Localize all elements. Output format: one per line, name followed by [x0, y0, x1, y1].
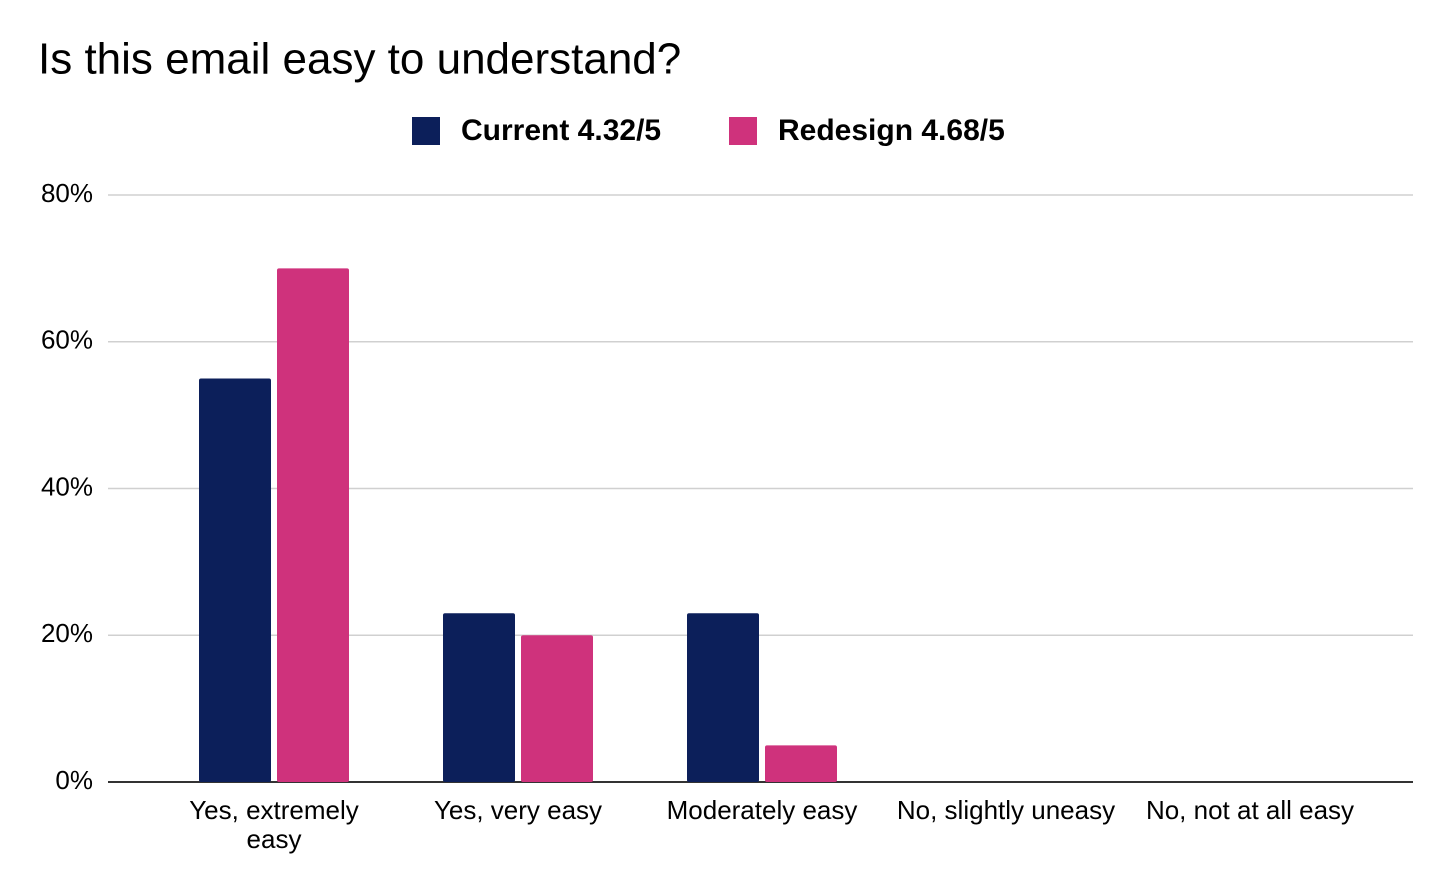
y-tick-label: 0%: [55, 765, 93, 795]
bar: [277, 268, 349, 782]
x-tick-label: Moderately easy: [666, 795, 858, 825]
x-tick-label: Yes, very easy: [433, 795, 603, 825]
x-tick-label: No, slightly uneasy: [896, 795, 1116, 825]
x-tick-label: No, not at all easy: [1145, 795, 1355, 825]
bar: [199, 378, 271, 782]
chart-title: Is this email easy to understand?: [38, 35, 681, 84]
legend-label: Redesign 4.68/5: [778, 114, 1005, 147]
bar: [687, 613, 759, 782]
bar: [521, 635, 593, 782]
bar: [765, 745, 837, 782]
legend-swatch: [729, 117, 757, 145]
y-tick-label: 40%: [41, 471, 93, 501]
bar: [443, 613, 515, 782]
x-tick-label: Yes, extremely easy: [189, 795, 359, 854]
y-tick-label: 80%: [41, 178, 93, 208]
legend-swatch: [412, 117, 440, 145]
legend-label: Current 4.32/5: [461, 114, 661, 147]
y-tick-label: 60%: [41, 325, 93, 355]
y-tick-label: 20%: [41, 618, 93, 648]
